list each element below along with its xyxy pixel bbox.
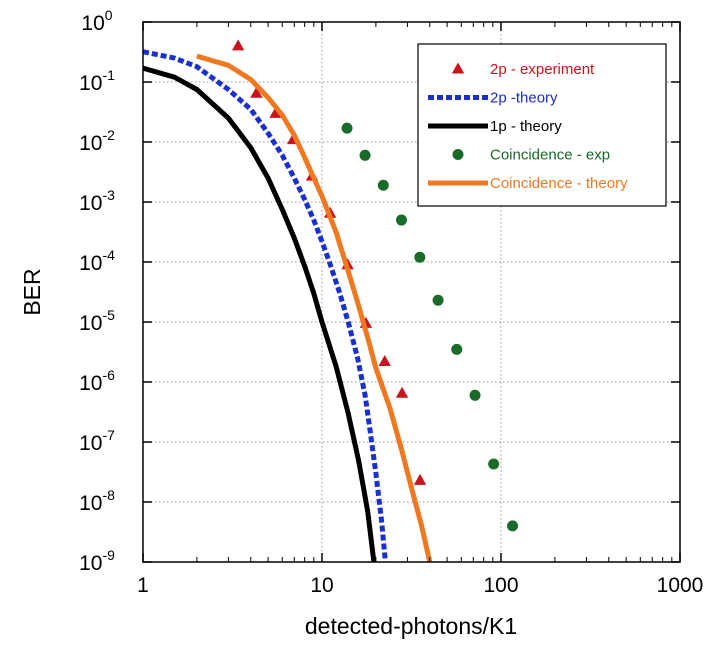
x-tick-label: 10 [310,574,333,597]
y-tick-exponent: -3 [102,187,115,203]
y-tick-label: 10-5 [79,307,115,335]
y-tick-exponent: -7 [102,427,115,443]
y-tick-label: 10-8 [79,487,115,515]
y-tick-base: 10 [79,252,102,275]
data-point-circle [432,294,444,306]
data-point-circle [469,389,481,401]
tick-marks [142,21,681,563]
legend: 2p - experiment 2p -theory 1p - theory Coin… [417,43,667,207]
grid [143,22,680,562]
plot-frame [142,21,681,563]
y-tick-exponent: 0 [105,7,113,23]
data-point-circle [488,458,500,470]
series-line [196,53,433,562]
data-point-triangle [269,106,282,118]
data-point-triangle [395,386,409,398]
data-point-circle [451,343,463,355]
data-point-circle [414,251,426,263]
series-line [143,65,377,562]
y-tick-exponent: -4 [102,247,115,263]
y-tick-exponent: -1 [102,67,115,83]
x-tick-label: 1 [137,574,149,597]
legend-swatch-triangle [451,62,465,74]
x-tick-label: 1000 [657,574,704,597]
y-tick-label: 10-9 [79,547,115,575]
x-axis-label: detected-photons/K1 [305,613,517,639]
legend-label: 1p - theory [490,118,562,135]
legend-label: 2p -theory [490,90,558,107]
y-tick-exponent: -6 [102,367,115,383]
y-tick-label: 10-4 [79,247,115,275]
y-tick-base: 10 [79,72,102,95]
x-tick-label: 100 [483,574,518,597]
y-tick-base: 10 [79,492,102,515]
data-point-circle [507,520,519,532]
y-tick-label: 10-2 [79,127,115,155]
y-tick-base: 10 [79,192,102,215]
data-point-triangle [250,86,263,98]
series-layer [143,39,519,562]
y-tick-label: 10-1 [79,67,115,95]
legend-label: 2p - experiment [490,61,595,78]
data-point-triangle [231,39,245,51]
y-tick-label: 10-6 [79,367,115,395]
data-point-triangle [378,354,391,367]
legend-label: Coincidence - exp [490,147,610,164]
data-point-circle [341,122,353,134]
y-tick-exponent: -2 [102,127,115,143]
data-point-circle [359,149,371,161]
y-tick-base: 10 [79,432,102,455]
data-point-circle [377,179,389,191]
y-axis-label: BER [19,268,45,315]
y-tick-exponent: -5 [102,307,115,323]
y-tick-base: 10 [79,132,102,155]
y-tick-label: 100 [81,7,112,35]
y-tick-base: 10 [79,372,102,395]
series-line [143,49,388,562]
y-tick-label: 10-7 [79,427,115,455]
y-tick-base: 10 [79,552,102,575]
y-tick-base: 10 [79,312,102,335]
y-tick-label: 10-3 [79,187,115,215]
y-tick-exponent: -9 [102,547,115,563]
data-point-triangle [413,473,427,485]
legend-swatch-circle [452,149,464,160]
data-point-circle [395,214,407,226]
legend-label: Coincidence - theory [490,175,628,192]
y-tick-exponent: -8 [102,487,115,503]
y-tick-base: 10 [81,12,104,35]
tick-labels: 1 10 100 100010010-110-210-310-410-510-610-… [79,7,703,597]
